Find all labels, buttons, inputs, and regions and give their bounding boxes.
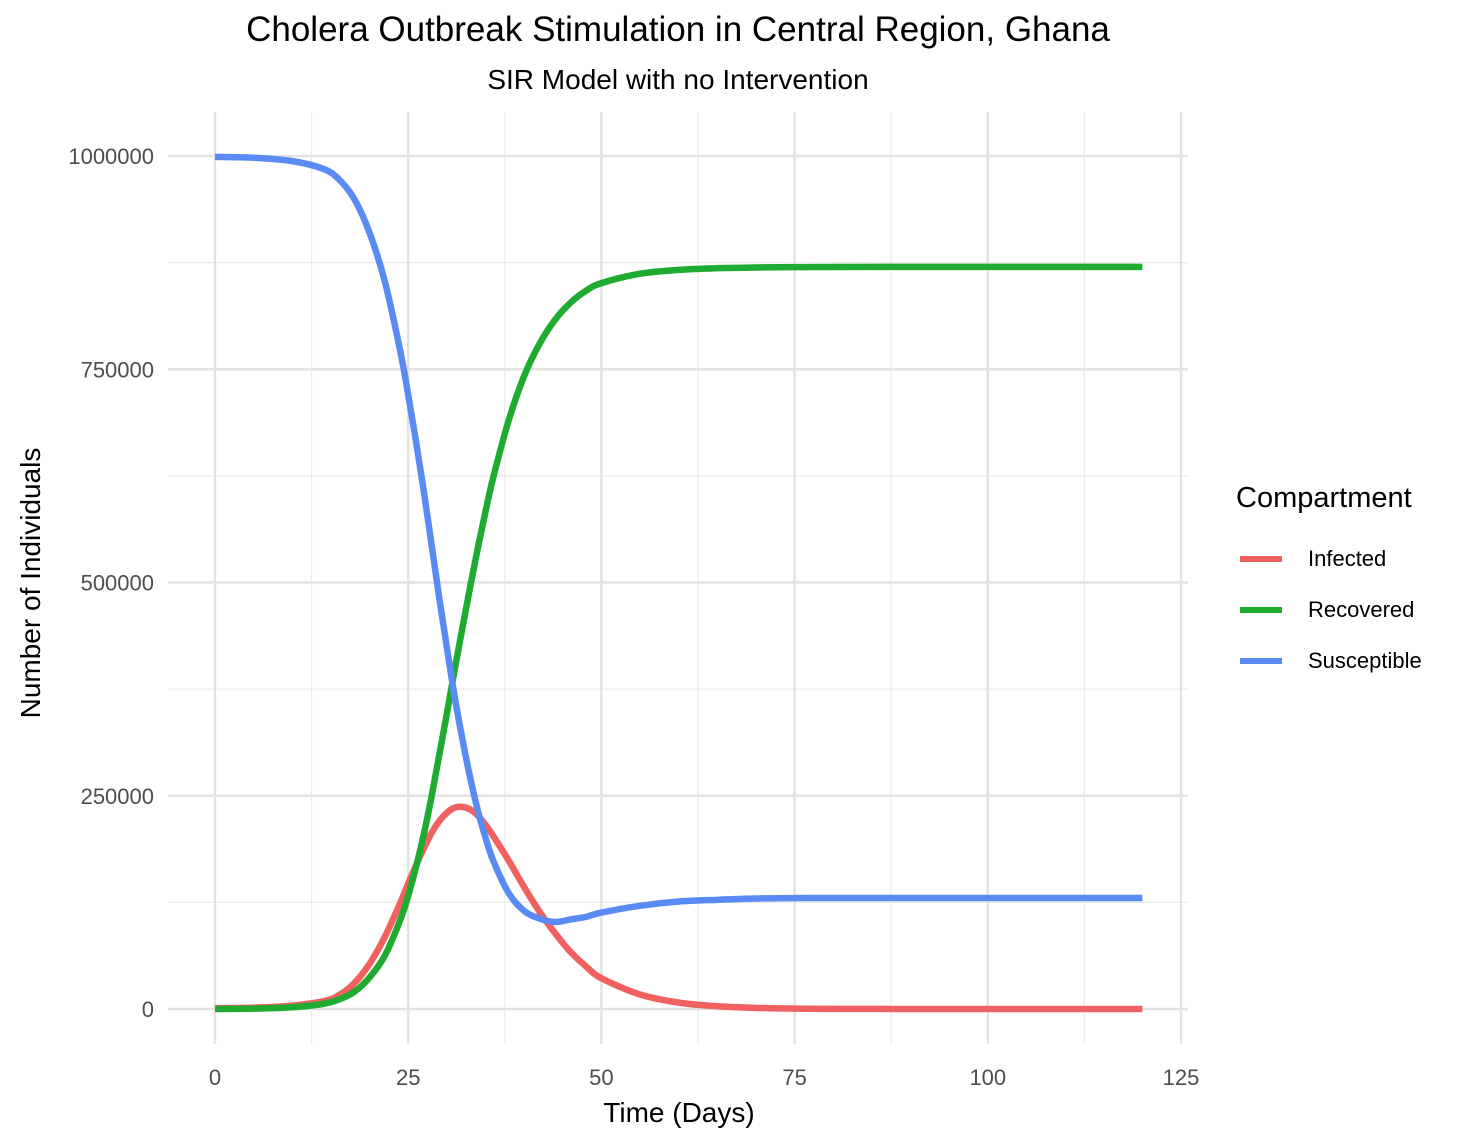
- x-axis-ticks: 0 25 50 75 100 125: [209, 1065, 1199, 1090]
- series-line-susceptible: [214, 153, 1143, 926]
- legend-swatch: [1240, 606, 1282, 613]
- legend-label: Recovered: [1308, 596, 1415, 622]
- y-tick-label: 1000000: [68, 144, 154, 169]
- legend-swatch: [1240, 555, 1282, 562]
- chart-title: Cholera Outbreak Stimulation in Central …: [246, 10, 1110, 49]
- legend-items: Infected Recovered Susceptible: [1236, 533, 1422, 686]
- legend: Compartment Infected Recovered Susceptible: [1236, 482, 1422, 686]
- legend-item-recovered: Recovered: [1236, 584, 1422, 635]
- legend-swatch: [1240, 657, 1282, 664]
- x-tick-label: 75: [782, 1065, 806, 1090]
- legend-item-infected: Infected: [1236, 533, 1422, 584]
- series-line-recovered: [214, 263, 1143, 1013]
- x-tick-label: 100: [969, 1065, 1006, 1090]
- legend-item-susceptible: Susceptible: [1236, 635, 1422, 686]
- x-tick-label: 50: [589, 1065, 613, 1090]
- series-line-infected: [214, 803, 1143, 1013]
- y-tick-label: 750000: [81, 357, 154, 382]
- legend-label: Susceptible: [1308, 647, 1422, 673]
- legend-title: Compartment: [1236, 482, 1412, 514]
- y-tick-label: 0: [142, 997, 154, 1022]
- chart-subtitle: SIR Model with no Intervention: [487, 64, 869, 95]
- legend-label: Infected: [1308, 545, 1387, 571]
- x-tick-label: 25: [396, 1065, 420, 1090]
- y-tick-label: 250000: [81, 784, 154, 809]
- x-tick-label: 0: [209, 1065, 221, 1090]
- y-tick-label: 500000: [81, 571, 154, 596]
- y-axis-label: Number of Individuals: [15, 448, 46, 719]
- series-lines: [214, 153, 1143, 1013]
- x-tick-label: 125: [1163, 1065, 1200, 1090]
- x-axis-label: Time (Days): [603, 1097, 754, 1128]
- y-axis-ticks: 0 250000 500000 750000 1000000: [68, 144, 154, 1022]
